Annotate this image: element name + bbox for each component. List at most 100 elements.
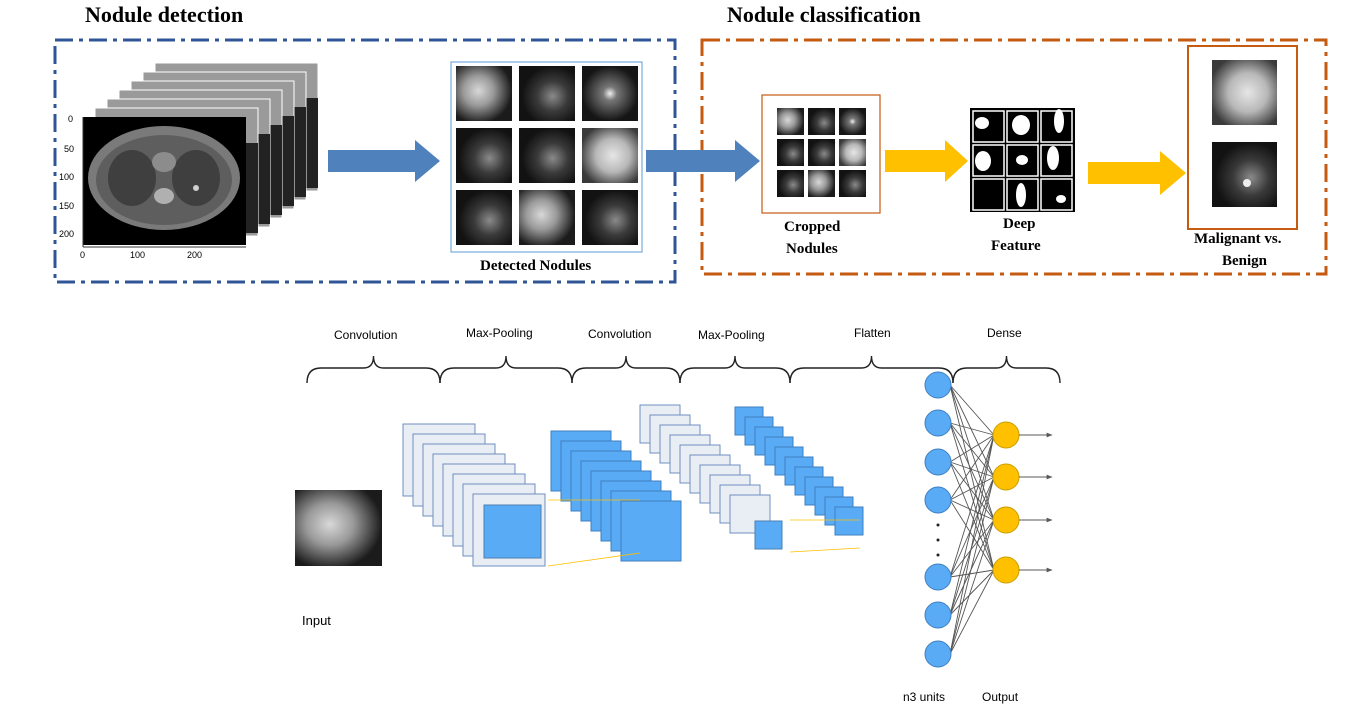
dense-connection [949, 422, 995, 436]
feature-blob [1012, 115, 1030, 135]
dense-connection [949, 461, 995, 521]
ct-xtick-0: 0 [80, 250, 86, 260]
nodule-classification-title: Nodule classification [727, 2, 921, 27]
ct-xtick-100: 100 [130, 250, 146, 260]
dense-connection [949, 569, 995, 578]
dense-connection [949, 434, 995, 616]
ct-ytick-100: 100 [59, 172, 75, 182]
detected-nodule-tile [456, 128, 512, 183]
cropped-nodule-tile [808, 108, 835, 135]
cropped-nodule-tile [777, 170, 804, 197]
cropped-nodules-grid [777, 108, 866, 197]
feature-blob [1047, 146, 1059, 170]
stage-label-dense: Dense [987, 326, 1022, 340]
dense-connection [949, 434, 995, 463]
stage-label-convolution-1: Convolution [334, 328, 398, 342]
detected-nodule-tile [582, 190, 638, 245]
ellipsis-dot [936, 538, 940, 542]
dense-connection [949, 434, 995, 578]
feature-blob [1016, 183, 1026, 207]
feature-blob [1054, 109, 1064, 133]
flow-arrow-detection [328, 140, 440, 182]
stage-brace [789, 355, 954, 384]
stage-brace [306, 355, 441, 384]
dense-connection [949, 384, 995, 436]
flatten-unit-node [924, 486, 952, 514]
result-caption-line1: Malignant vs. [1194, 231, 1282, 247]
dense-connection [949, 384, 995, 571]
dense-connection [949, 519, 995, 616]
ct-ytick-0: 0 [68, 114, 74, 124]
cropped-nodule-tile [839, 139, 866, 166]
detected-nodule-tile [519, 66, 575, 121]
detected-nodules-grid [456, 66, 638, 245]
input-patch [295, 490, 382, 566]
dense-connection [949, 422, 995, 521]
dense-connection [949, 499, 995, 571]
stage-label-maxpooling-1: Max-Pooling [466, 326, 533, 340]
flatten-unit-node [924, 563, 952, 591]
output-node [992, 463, 1020, 491]
dense-connection [949, 569, 995, 655]
feature-tile [972, 178, 1005, 211]
benign-patch [1212, 142, 1277, 207]
stage-brace [439, 355, 573, 384]
feature-blob [1016, 155, 1028, 165]
stage-brace [679, 355, 791, 384]
dense-connection [949, 499, 995, 521]
dense-connection [949, 434, 995, 655]
dense-connection [949, 476, 995, 578]
dense-connection [949, 569, 995, 616]
dense-connection [949, 476, 995, 501]
feature-tile [1040, 178, 1073, 211]
dense-connection [949, 422, 995, 478]
ct-slice-stack [82, 62, 319, 248]
detected-nodule-tile [456, 190, 512, 245]
detected-nodule-tile [582, 66, 638, 121]
feature-map-stacks [402, 404, 864, 567]
result-caption-line2: Benign [1222, 253, 1268, 269]
ct-slice-edge [245, 143, 258, 233]
feature-blob [975, 151, 991, 171]
deep-feature-grid [972, 109, 1073, 211]
stage-brace [571, 355, 681, 384]
dense-connection [949, 422, 995, 571]
flow-arrow-feature [885, 140, 968, 182]
dense-connection [949, 461, 995, 478]
feature-blob [975, 117, 989, 129]
output-label: Output [982, 690, 1019, 704]
feature-caption-line2: Feature [991, 238, 1041, 254]
dense-connection [949, 384, 995, 478]
dense-network [924, 371, 1053, 668]
dense-connection [949, 519, 995, 655]
nodule-detection-title: Nodule detection [85, 2, 244, 27]
ellipsis-dot [936, 553, 940, 557]
detected-nodule-tile [519, 128, 575, 183]
output-node [992, 506, 1020, 534]
feature-tile [972, 110, 1005, 143]
ct-slice-edge [269, 125, 282, 215]
detected-nodule-tile [456, 66, 512, 121]
input-label: Input [302, 613, 331, 628]
flow-arrow-result [1088, 151, 1186, 195]
dense-connection [949, 384, 995, 521]
cropped-nodule-tile [839, 170, 866, 197]
flow-arrow-to-classification [646, 140, 760, 182]
cropped-nodule-tile [808, 139, 835, 166]
ct-ytick-150: 150 [59, 201, 75, 211]
stage-label-flatten: Flatten [854, 326, 891, 340]
ct-slice-edge [305, 98, 318, 188]
flatten-unit-node [924, 601, 952, 629]
ct-ytick-50: 50 [64, 144, 75, 154]
ct-xtick-200: 200 [187, 250, 203, 260]
stage-brace [952, 355, 1061, 384]
dense-connection [949, 476, 995, 655]
stage-braces [306, 355, 1061, 384]
cropped-nodule-tile [839, 108, 866, 135]
stage-label-maxpooling-2: Max-Pooling [698, 328, 765, 342]
cropped-caption-line2: Nodules [786, 241, 838, 257]
ct-slice-edge [257, 134, 270, 224]
flatten-unit-node [924, 371, 952, 399]
